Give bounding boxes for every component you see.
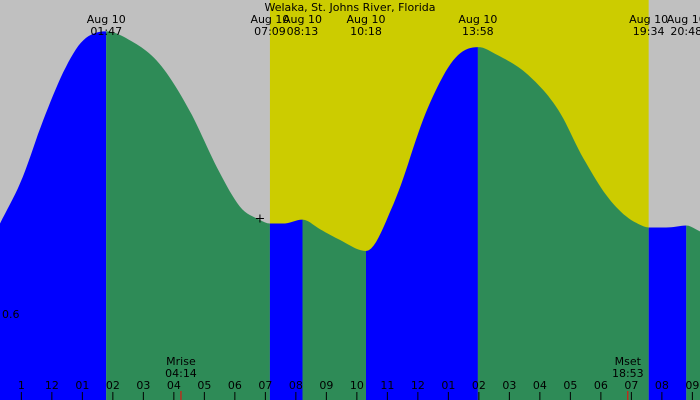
hour-tick-label: 04: [167, 379, 181, 392]
top-marker-date: Aug 10: [458, 13, 497, 26]
rising-tide-area: [269, 219, 303, 400]
top-marker-date: Aug 10: [347, 13, 386, 26]
moon-event-time: 04:14: [165, 367, 197, 380]
hour-tick-label: 03: [136, 379, 150, 392]
hour-tick-label: 01: [75, 379, 89, 392]
hour-tick-label: 12: [45, 379, 59, 392]
sunrise-cross-marker: [255, 214, 264, 223]
hour-tick-label: 08: [289, 379, 303, 392]
hour-tick-label: 09: [685, 379, 699, 392]
y-tick-label: 0.6: [2, 308, 20, 321]
tide-areas: [0, 31, 700, 400]
hour-tick-label: 10: [350, 379, 364, 392]
hour-tick-label: 11: [380, 379, 394, 392]
top-marker-date: Aug 10: [667, 13, 700, 26]
hour-tick-label: 01: [441, 379, 455, 392]
top-marker-time: 13:58: [462, 25, 494, 38]
top-marker-date: Aug 10: [629, 13, 668, 26]
hour-tick-label: 08: [655, 379, 669, 392]
moon-event-label: Mset: [615, 355, 642, 368]
hour-axis: 1 12 01 02 03 04 05 06 07 08 09 10 11 12 01 02 03 04 05 06 0…: [18, 379, 699, 400]
hour-tick-label: 02: [106, 379, 120, 392]
rising-tide-area: [648, 225, 687, 400]
hour-tick-label: 05: [563, 379, 577, 392]
rising-tide-area: [0, 31, 107, 400]
falling-tide-area: [477, 47, 649, 400]
falling-tide-area: [686, 225, 700, 400]
top-marker-date: Aug 10: [87, 13, 126, 26]
hour-tick-label: 07: [624, 379, 638, 392]
chart-title: Welaka, St. Johns River, Florida: [264, 1, 435, 14]
top-marker-date: Aug 10: [283, 13, 322, 26]
hour-tick-label: 05: [197, 379, 211, 392]
falling-tide-area: [106, 31, 270, 400]
hour-tick-label: 06: [228, 379, 242, 392]
top-marker-time: 20:48: [670, 25, 700, 38]
rising-tide-area: [366, 47, 478, 400]
top-marker-time: 10:18: [350, 25, 382, 38]
top-marker-time: 01:47: [90, 25, 122, 38]
top-marker-date: Aug 10: [250, 13, 289, 26]
top-marker-time: 07:09: [254, 25, 286, 38]
top-marker-time: 08:13: [287, 25, 319, 38]
falling-tide-area: [302, 219, 366, 400]
moon-event-time: 18:53: [612, 367, 644, 380]
hour-tick-label: 09: [319, 379, 333, 392]
top-marker-time: 19:34: [633, 25, 665, 38]
hour-tick-label: 07: [258, 379, 272, 392]
hour-tick-label: 12: [411, 379, 425, 392]
hour-tick-label: 03: [502, 379, 516, 392]
moon-event-label: Mrise: [166, 355, 196, 368]
hour-tick-label: 06: [594, 379, 608, 392]
hour-tick-label: 04: [533, 379, 547, 392]
hour-tick-label: 02: [472, 379, 486, 392]
hour-tick-label: 1: [18, 379, 25, 392]
